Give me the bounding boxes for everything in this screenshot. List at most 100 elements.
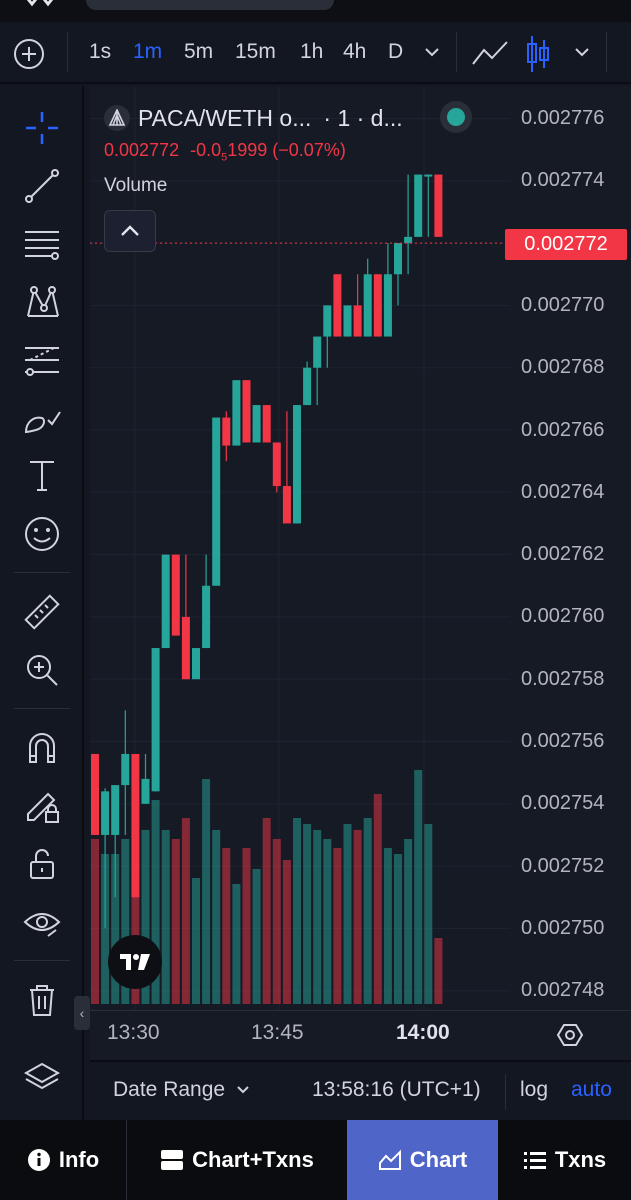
emoji-tool[interactable] bbox=[20, 512, 64, 556]
bottom-navigation: Info Chart+Txns Chart Txns bbox=[0, 1120, 631, 1200]
trend-line-tool[interactable] bbox=[20, 164, 64, 208]
interval-d[interactable]: D bbox=[388, 40, 404, 63]
bottom-divider bbox=[505, 1074, 506, 1110]
volume-bar bbox=[394, 854, 402, 1004]
volume-bar bbox=[181, 818, 190, 1004]
toolbar-divider bbox=[67, 32, 68, 72]
candle-body bbox=[111, 785, 120, 835]
line-chart-icon[interactable] bbox=[470, 38, 510, 68]
magnet-tool[interactable] bbox=[20, 726, 64, 770]
settings-icon[interactable] bbox=[556, 1021, 584, 1049]
trend-line-icon bbox=[25, 169, 59, 203]
candle-body bbox=[373, 274, 382, 337]
candle-body bbox=[161, 554, 170, 649]
interval-15m[interactable]: 15m bbox=[235, 40, 276, 63]
volume-bar bbox=[121, 839, 130, 1004]
candle-body bbox=[91, 753, 99, 835]
hide-drawings-tool[interactable] bbox=[20, 900, 64, 944]
price-tick-label: 0.002774 bbox=[521, 169, 605, 192]
interval-1m[interactable]: 1m bbox=[133, 40, 163, 63]
volume-label[interactable]: Volume bbox=[104, 175, 168, 196]
volume-bar bbox=[252, 869, 261, 1004]
price-tick-label: 0.002756 bbox=[521, 730, 605, 752]
nav-chart[interactable]: Chart bbox=[347, 1120, 498, 1200]
candle-body bbox=[252, 405, 261, 443]
price-tick-label: 0.002748 bbox=[521, 979, 605, 1002]
nav-chart-txns[interactable]: Chart+Txns bbox=[127, 1120, 347, 1200]
measure-tool[interactable] bbox=[20, 590, 64, 634]
volume-bar bbox=[212, 830, 221, 1004]
log-scale-toggle[interactable]: log bbox=[520, 1078, 549, 1101]
candle-body bbox=[293, 405, 301, 524]
price-tick-label: 0.002752 bbox=[521, 854, 605, 877]
token-logo-icon bbox=[104, 105, 130, 131]
candle-chart-icon[interactable] bbox=[524, 34, 552, 74]
info-icon bbox=[27, 1149, 50, 1171]
chevron-down-icon[interactable] bbox=[422, 42, 442, 62]
chevron-up-icon bbox=[121, 225, 139, 236]
forecast-icon bbox=[25, 347, 59, 376]
chevron-down-icon[interactable] bbox=[572, 42, 592, 62]
nav-txns[interactable]: Txns bbox=[498, 1120, 631, 1200]
volume-bar bbox=[202, 779, 211, 1004]
collapse-legend-button[interactable] bbox=[104, 210, 156, 252]
remove-drawings-tool[interactable] bbox=[20, 978, 64, 1022]
pattern-tool[interactable] bbox=[20, 280, 64, 324]
candle-body bbox=[101, 791, 110, 835]
toolbar-divider bbox=[606, 32, 607, 72]
forecast-tool[interactable] bbox=[20, 338, 64, 382]
timezone-clock[interactable]: 13:58:16 (UTC+1) bbox=[312, 1078, 481, 1101]
area-chart-icon bbox=[378, 1149, 401, 1170]
volume-bar bbox=[161, 830, 170, 1004]
time-label: 14:00 bbox=[396, 1021, 450, 1044]
volume-bar bbox=[373, 794, 382, 1004]
nav-info[interactable]: Info bbox=[0, 1120, 126, 1200]
volume-bar bbox=[313, 830, 322, 1004]
lock-drawings-tool[interactable] bbox=[20, 784, 64, 828]
add-symbol-icon[interactable] bbox=[13, 38, 45, 70]
candle-body bbox=[202, 585, 211, 649]
ohlc-values: 0.002772 -0.051999 (−0.07%) bbox=[104, 140, 484, 164]
candle-body bbox=[171, 554, 180, 636]
candle-body bbox=[424, 174, 433, 177]
interval-5m[interactable]: 5m bbox=[184, 40, 214, 63]
symbol-name[interactable]: PACA/WETH o... bbox=[138, 104, 312, 131]
candle-body bbox=[262, 405, 271, 443]
interval-4h[interactable]: 4h bbox=[343, 40, 367, 63]
date-range-button[interactable]: Date Range bbox=[113, 1078, 251, 1102]
volume-bar bbox=[232, 884, 241, 1004]
text-tool[interactable] bbox=[20, 454, 64, 498]
candle-body bbox=[363, 274, 372, 337]
list-icon bbox=[523, 1152, 546, 1169]
price-tick-label: 0.002762 bbox=[521, 543, 605, 566]
toolbar-divider bbox=[14, 572, 70, 573]
candle-body bbox=[242, 380, 251, 443]
drawing-toolbar bbox=[0, 86, 84, 1120]
price-tick-label: 0.002770 bbox=[521, 293, 605, 316]
auto-scale-toggle[interactable]: auto bbox=[571, 1078, 612, 1101]
volume-bar bbox=[323, 839, 332, 1004]
volume-bar bbox=[111, 854, 120, 1004]
volume-bar bbox=[414, 770, 423, 1004]
time-axis[interactable]: 13:30 13:45 14:00 bbox=[90, 1010, 631, 1058]
interval-1s[interactable]: 1s bbox=[89, 40, 112, 63]
interval-1h[interactable]: 1h bbox=[300, 40, 324, 63]
volume-bar bbox=[151, 800, 160, 1004]
lock-all-tool[interactable] bbox=[20, 842, 64, 886]
collapse-sidebar-button[interactable]: ‹ bbox=[74, 996, 90, 1030]
toolbar-divider bbox=[14, 708, 70, 709]
zoom-tool[interactable] bbox=[20, 648, 64, 692]
candle-body bbox=[232, 380, 241, 446]
candle-body bbox=[343, 305, 352, 337]
nav-chart-txns-label: Chart+Txns bbox=[192, 1147, 314, 1172]
object-tree-tool[interactable] bbox=[20, 1056, 64, 1100]
fib-tool[interactable] bbox=[20, 222, 64, 266]
price-tick-label: 0.002764 bbox=[521, 480, 605, 503]
candle-body bbox=[404, 236, 413, 244]
tradingview-logo-icon[interactable] bbox=[108, 935, 162, 989]
crosshair-tool[interactable] bbox=[20, 106, 64, 150]
brush-tool[interactable] bbox=[20, 396, 64, 440]
date-range-label: Date Range bbox=[113, 1078, 226, 1101]
trash-icon bbox=[30, 985, 54, 1016]
volume-bar bbox=[404, 839, 413, 1004]
